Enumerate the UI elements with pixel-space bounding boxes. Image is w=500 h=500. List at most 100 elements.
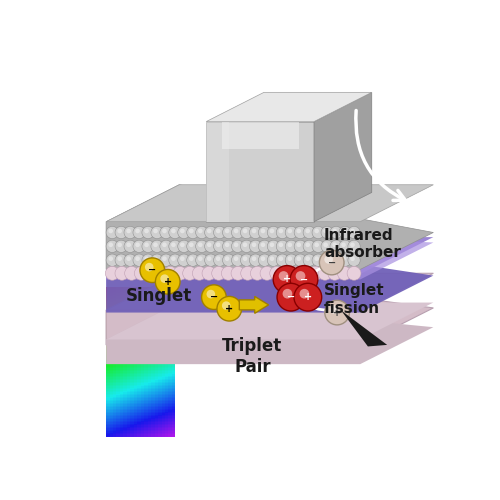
- Polygon shape: [138, 383, 141, 384]
- Polygon shape: [134, 410, 138, 412]
- Polygon shape: [162, 312, 165, 314]
- Polygon shape: [158, 397, 162, 398]
- Polygon shape: [151, 320, 154, 322]
- Polygon shape: [158, 294, 162, 296]
- Polygon shape: [113, 338, 116, 340]
- Polygon shape: [172, 410, 176, 412]
- Polygon shape: [130, 323, 134, 324]
- Polygon shape: [110, 398, 113, 400]
- Polygon shape: [116, 316, 120, 317]
- Polygon shape: [154, 374, 158, 376]
- Polygon shape: [151, 380, 154, 382]
- Polygon shape: [151, 418, 154, 420]
- Polygon shape: [116, 371, 120, 372]
- Polygon shape: [113, 366, 116, 368]
- Polygon shape: [144, 390, 148, 391]
- Polygon shape: [127, 365, 130, 366]
- Polygon shape: [148, 360, 151, 362]
- Polygon shape: [151, 408, 154, 409]
- Polygon shape: [134, 404, 138, 406]
- Polygon shape: [130, 330, 134, 332]
- Polygon shape: [165, 296, 168, 298]
- Polygon shape: [134, 362, 138, 364]
- Polygon shape: [110, 346, 113, 347]
- Polygon shape: [141, 356, 144, 358]
- Polygon shape: [151, 383, 154, 384]
- Polygon shape: [124, 368, 127, 370]
- Polygon shape: [144, 433, 148, 434]
- Polygon shape: [144, 360, 148, 362]
- Polygon shape: [168, 428, 172, 430]
- Polygon shape: [120, 436, 124, 438]
- Polygon shape: [144, 406, 148, 407]
- Text: −: −: [328, 258, 336, 268]
- Polygon shape: [130, 398, 134, 400]
- Polygon shape: [120, 384, 124, 386]
- Circle shape: [232, 254, 244, 266]
- Polygon shape: [151, 392, 154, 394]
- Polygon shape: [165, 346, 168, 347]
- Polygon shape: [168, 436, 172, 438]
- Polygon shape: [144, 348, 148, 350]
- Polygon shape: [106, 317, 110, 318]
- Polygon shape: [141, 386, 144, 388]
- Polygon shape: [172, 378, 176, 380]
- Polygon shape: [151, 293, 154, 294]
- Polygon shape: [134, 312, 138, 314]
- Polygon shape: [148, 352, 151, 353]
- Polygon shape: [162, 318, 165, 320]
- Polygon shape: [134, 377, 138, 378]
- Polygon shape: [172, 372, 176, 374]
- Polygon shape: [154, 427, 158, 428]
- Polygon shape: [144, 330, 148, 332]
- Polygon shape: [110, 432, 113, 433]
- Polygon shape: [113, 426, 116, 427]
- Polygon shape: [127, 317, 130, 318]
- Polygon shape: [172, 366, 176, 368]
- Polygon shape: [151, 348, 154, 350]
- Polygon shape: [138, 366, 141, 368]
- Polygon shape: [130, 288, 134, 290]
- Polygon shape: [113, 317, 116, 318]
- Polygon shape: [148, 408, 151, 409]
- Polygon shape: [165, 308, 168, 310]
- Polygon shape: [134, 372, 138, 374]
- Polygon shape: [148, 406, 151, 407]
- Polygon shape: [144, 384, 148, 386]
- Polygon shape: [172, 329, 176, 330]
- Polygon shape: [158, 334, 162, 335]
- Polygon shape: [165, 418, 168, 420]
- Polygon shape: [165, 422, 168, 424]
- Polygon shape: [148, 334, 151, 335]
- Circle shape: [299, 266, 312, 280]
- Polygon shape: [154, 304, 158, 305]
- Polygon shape: [148, 304, 151, 305]
- Polygon shape: [106, 347, 110, 348]
- Polygon shape: [168, 365, 172, 366]
- Polygon shape: [110, 329, 113, 330]
- Circle shape: [126, 242, 131, 247]
- Polygon shape: [165, 324, 168, 326]
- Polygon shape: [113, 322, 116, 323]
- Polygon shape: [162, 371, 165, 372]
- Polygon shape: [116, 374, 120, 376]
- Polygon shape: [130, 366, 134, 368]
- Polygon shape: [168, 310, 172, 311]
- Polygon shape: [172, 430, 176, 432]
- Polygon shape: [165, 318, 168, 320]
- Polygon shape: [130, 326, 134, 328]
- Polygon shape: [106, 382, 110, 383]
- Polygon shape: [162, 397, 165, 398]
- Polygon shape: [124, 336, 127, 338]
- Polygon shape: [130, 347, 134, 348]
- Polygon shape: [148, 383, 151, 384]
- Circle shape: [207, 242, 212, 247]
- Polygon shape: [154, 322, 158, 323]
- Polygon shape: [106, 312, 110, 314]
- Polygon shape: [110, 400, 113, 402]
- Polygon shape: [106, 424, 110, 426]
- Polygon shape: [110, 322, 113, 323]
- Polygon shape: [110, 342, 113, 344]
- Polygon shape: [138, 412, 141, 414]
- Polygon shape: [134, 383, 138, 384]
